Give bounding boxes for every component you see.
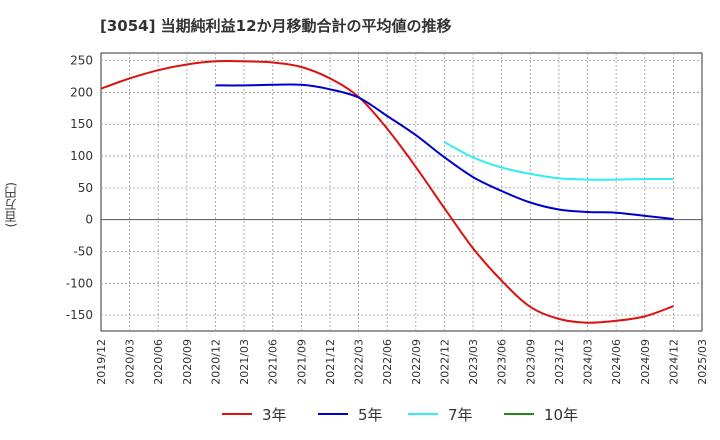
x-tick-label: 2023/03	[467, 339, 480, 385]
y-tick-label: 100	[70, 149, 93, 163]
y-tick-label: 50	[78, 181, 93, 195]
y-tick-label: 250	[70, 54, 93, 68]
legend-item: 3年	[222, 402, 287, 426]
legend: 3年 5年 7年 10年	[0, 402, 720, 426]
x-tick-label: 2024/09	[639, 339, 652, 385]
y-tick-label: -100	[66, 276, 93, 290]
x-tick-label: 2024/03	[582, 339, 595, 385]
legend-swatch	[504, 413, 534, 415]
y-tick-label: 0	[85, 213, 93, 227]
x-tick-label: 2020/12	[209, 339, 222, 385]
x-tick-label: 2024/06	[610, 339, 623, 385]
legend-label: 10年	[544, 405, 579, 424]
x-tick-label: 2022/03	[353, 339, 366, 385]
y-tick-label: 200	[70, 85, 93, 99]
legend-swatch	[222, 413, 252, 415]
series-line-5年	[215, 83, 674, 220]
x-tick-label: 2021/09	[295, 339, 308, 385]
y-tick-label: 150	[70, 117, 93, 131]
x-tick-label: 2023/09	[524, 339, 537, 385]
x-tick-label: 2021/03	[238, 339, 251, 385]
legend-swatch	[408, 413, 438, 415]
legend-swatch	[318, 413, 348, 415]
legend-label: 3年	[262, 405, 287, 424]
x-tick-label: 2021/06	[267, 339, 280, 385]
legend-label: 7年	[448, 405, 473, 424]
x-tick-label: 2024/12	[667, 339, 680, 385]
y-tick-label: -50	[73, 244, 93, 258]
y-tick-label: -150	[66, 308, 93, 322]
x-tick-label: 2020/06	[152, 339, 165, 385]
plot-frame	[100, 52, 703, 332]
legend-label: 5年	[358, 405, 383, 424]
series-line-3年	[100, 59, 674, 324]
x-tick-label: 2022/09	[410, 339, 423, 385]
x-tick-label: 2020/03	[124, 339, 137, 385]
x-tick-label: 2021/12	[324, 339, 337, 385]
legend-item: 10年	[504, 402, 578, 426]
x-tick-label: 2022/06	[381, 339, 394, 385]
x-tick-label: 2025/03	[696, 339, 709, 385]
chart-title: [3054] 当期純利益12か月移動合計の平均値の推移	[100, 17, 452, 35]
x-tick-label: 2023/12	[553, 339, 566, 385]
x-tick-label: 2020/09	[181, 339, 194, 385]
legend-item: 5年	[318, 402, 383, 426]
plot-area: 250 200 150 100 50 0 -50 -100 -150 2019/12 2020/03…	[66, 52, 709, 385]
x-tick-label: 2022/12	[438, 339, 451, 385]
x-tick-label: 2023/06	[496, 339, 509, 385]
legend-item: 7年	[408, 402, 473, 426]
series-line-7年	[443, 141, 674, 181]
x-tick-label: 2019/12	[95, 339, 108, 385]
